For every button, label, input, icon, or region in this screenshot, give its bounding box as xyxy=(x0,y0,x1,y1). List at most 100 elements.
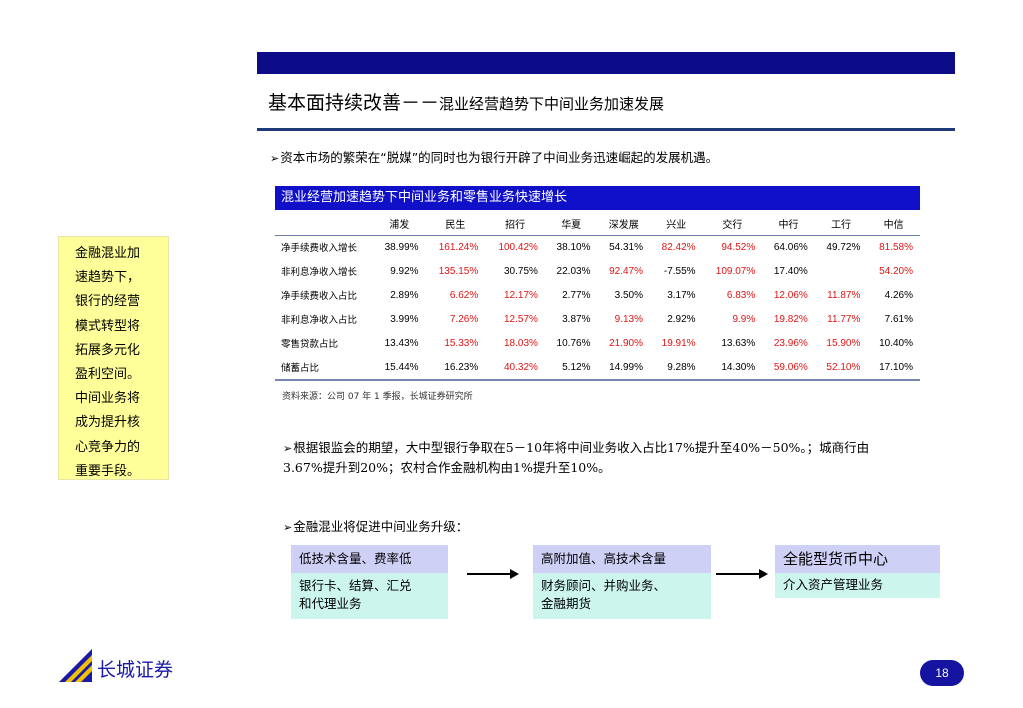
table-corner-cell xyxy=(275,213,373,235)
table-cell: 2.92% xyxy=(667,313,696,325)
flow-box-heading: 低技术含量、费率低 xyxy=(291,545,448,573)
table-row-label: 非利息净收入占比 xyxy=(281,315,358,326)
table-cell: 3.50% xyxy=(614,289,644,301)
table-cell: -7.55% xyxy=(663,265,696,277)
table-cell: 13.63% xyxy=(721,337,756,349)
title-underline xyxy=(257,128,955,131)
table-cell: 14.99% xyxy=(609,361,644,373)
table-cell: 4.26% xyxy=(884,289,913,301)
bullet-capital-market: ➢资本市场的繁荣在“脱媒”的同时也为银行开辟了中间业务迅速崛起的发展机遇。 xyxy=(270,147,718,166)
flow-box-body: 银行卡、结算、汇兑 和代理业务 xyxy=(291,573,448,619)
table-cell: 23.96% xyxy=(773,337,808,349)
table-cell: 16.23% xyxy=(444,361,479,373)
table-cell: 9.13% xyxy=(614,313,644,325)
table-column-header: 浦发 xyxy=(389,220,410,232)
bullet-text: 金融混业将促进中间业务升级： xyxy=(293,519,469,534)
table-cell: 2.89% xyxy=(390,289,419,301)
table-cell: 94.52% xyxy=(721,241,756,253)
table-cell: 3.87% xyxy=(562,313,591,325)
page-number: 18 xyxy=(920,660,964,686)
table-cell: 6.83% xyxy=(726,289,756,301)
table-cell: 19.82% xyxy=(773,313,808,325)
arrow-bullet-icon: ➢ xyxy=(270,152,280,165)
table-row: 净手续费收入占比 2.89% 6.62% 12.17% 2.77% 3.50% 3.17% 6… xyxy=(275,283,920,307)
table-cell: 11.77% xyxy=(827,313,861,325)
table-cell: 54.20% xyxy=(879,265,913,277)
table-cell: 5.12% xyxy=(562,361,591,373)
table-cell: 14.30% xyxy=(721,361,756,373)
table-cell: 54.31% xyxy=(609,241,644,253)
table-cell: 59.06% xyxy=(773,361,808,373)
table-title: 混业经营加速趋势下中间业务和零售业务快速增长 xyxy=(275,186,920,210)
flow-box-line: 财务顾问、并购业务、 xyxy=(541,578,667,593)
flow-box-high-value: 高附加值、高技术含量 财务顾问、并购业务、 金融期货 xyxy=(533,545,711,619)
table-cell: 18.03% xyxy=(504,337,538,349)
table-column-header: 招行 xyxy=(505,220,526,232)
table-cell: 21.90% xyxy=(609,337,644,349)
table-row: 非利息净收入占比 3.99% 7.26% 12.57% 3.87% 9.13% 2.92% 9… xyxy=(275,307,920,331)
flow-box-heading: 高附加值、高技术含量 xyxy=(533,545,711,573)
callout-line: 中间业务将 xyxy=(75,391,141,407)
slide-title-sub: 混业经营趋势下中间业务加速发展 xyxy=(439,95,665,113)
table-cell: 7.26% xyxy=(449,313,479,325)
table-bottom-rule xyxy=(275,379,920,381)
slide-title: 基本面持续改善－－混业经营趋势下中间业务加速发展 xyxy=(268,88,664,115)
flow-box-low-tech: 低技术含量、费率低 银行卡、结算、汇兑 和代理业务 xyxy=(291,545,448,619)
top-banner-bar xyxy=(257,52,955,74)
table-cell: 11.87% xyxy=(827,289,861,301)
flow-box-line: 银行卡、结算、汇兑 xyxy=(299,578,412,593)
bullet-cbrc-target: ➢根据银监会的期望，大中型银行争取在5－10年将中间业务收入占比17%提升至40… xyxy=(283,438,883,477)
table-column-header: 中信 xyxy=(883,220,904,232)
table-column-header: 华夏 xyxy=(561,220,582,232)
table-cell: 12.17% xyxy=(504,289,538,301)
flow-box-line: 介入资产管理业务 xyxy=(783,577,884,592)
slide-title-main: 基本面持续改善－－ xyxy=(268,92,440,114)
callout-line: 速趋势下， xyxy=(75,270,141,286)
table-column-header: 兴业 xyxy=(666,220,687,232)
arrow-bullet-icon: ➢ xyxy=(283,521,293,534)
table-cell: 15.90% xyxy=(826,337,861,349)
arrow-bullet-icon: ➢ xyxy=(283,442,293,455)
table-cell: 2.77% xyxy=(562,289,591,301)
callout-line: 重要手段。 xyxy=(75,463,141,479)
summary-callout: 金融混业加 速趋势下， 银行的经营 模式转型将 拓展多元化 盈利空间。 中间业务将 成为提升核… xyxy=(58,236,169,480)
table-cell: 64.06% xyxy=(773,241,808,253)
table-cell: 40.32% xyxy=(504,361,538,373)
callout-line: 心竞争力的 xyxy=(75,439,141,455)
table-cell: 100.42% xyxy=(498,241,538,253)
table-cell: 3.99% xyxy=(390,313,419,325)
table-cell: 7.61% xyxy=(884,313,913,325)
table-row-label: 零售贷款占比 xyxy=(281,339,339,350)
table-cell: 92.47% xyxy=(609,265,644,277)
table-column-header: 深发展 xyxy=(608,220,639,232)
table-cell: 9.9% xyxy=(732,313,756,325)
table-cell: 3.17% xyxy=(667,289,696,301)
table-row-label: 非利息净收入增长 xyxy=(281,267,358,278)
arrow-right-icon xyxy=(759,569,768,579)
data-source-note: 资料来源：公司 07 年 1 季报，长城证券研究所 xyxy=(282,392,473,402)
table-column-header: 民生 xyxy=(445,220,466,232)
table-row-label: 净手续费收入占比 xyxy=(281,291,358,302)
table-row: 净手续费收入增长 38.99% 161.24% 100.42% 38.10% 54.31%… xyxy=(275,235,920,259)
bullet-text: 资本市场的繁荣在“脱媒”的同时也为银行开辟了中间业务迅速崛起的发展机遇。 xyxy=(280,150,719,165)
table-row: 储蓄占比 15.44% 16.23% 40.32% 5.12% 14.99% 9.28% 14… xyxy=(275,355,920,379)
callout-line: 模式转型将 xyxy=(75,318,141,334)
table-cell: 13.43% xyxy=(384,337,419,349)
callout-line: 盈利空间。 xyxy=(75,367,141,383)
table-header-row: 浦发 民生 招行 华夏 深发展 兴业 交行 中行 工行 中信 xyxy=(275,213,920,235)
callout-line: 成为提升核 xyxy=(75,415,141,431)
great-wall-logo-icon xyxy=(59,649,92,682)
table-cell: 15.44% xyxy=(384,361,419,373)
flow-arrow-2-shaft xyxy=(716,573,761,575)
table-cell: 10.40% xyxy=(879,337,913,349)
table-row: 零售贷款占比 13.43% 15.33% 18.03% 10.76% 21.90% 19.9… xyxy=(275,331,920,355)
table-column-header: 中行 xyxy=(778,220,799,232)
table-cell: 9.92% xyxy=(390,265,419,277)
bank-data-table: 浦发 民生 招行 华夏 深发展 兴业 交行 中行 工行 中信 净手续费收入增长 38.99% 161.… xyxy=(275,213,920,381)
table-cell: 19.91% xyxy=(661,337,696,349)
table-cell: 10.76% xyxy=(556,337,591,349)
table-column-header: 工行 xyxy=(831,220,852,232)
table-cell: 12.57% xyxy=(504,313,538,325)
arrow-right-icon xyxy=(510,569,519,579)
flow-box-heading: 全能型货币中心 xyxy=(775,545,940,573)
